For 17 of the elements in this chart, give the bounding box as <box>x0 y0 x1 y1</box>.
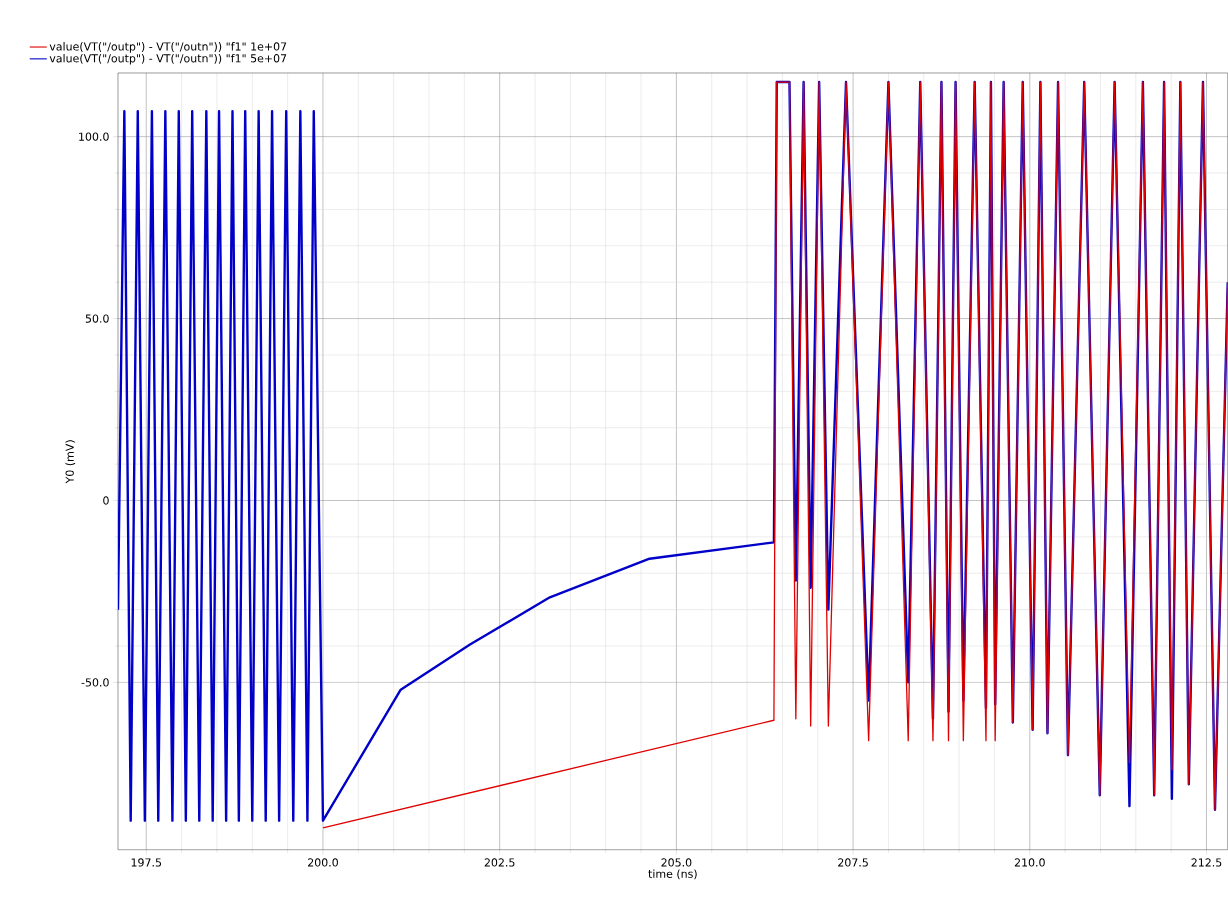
x-tick-label: 202.5 <box>484 858 515 867</box>
y-axis-title: Y0 (mV) <box>65 440 76 484</box>
legend-label: value(VT("/outp") - VT("/outn")) "f1" 1e+07 <box>49 42 287 53</box>
x-tick-label: 200.0 <box>308 858 338 867</box>
line-series <box>322 81 1228 829</box>
y-tick-label: 50.0 <box>85 314 109 323</box>
x-tick-label: 205.0 <box>661 858 692 867</box>
y-tick-label: 0 <box>103 496 109 505</box>
y-tick-label: -50.0 <box>81 678 109 687</box>
legend-label: value(VT("/outp") - VT("/outn")) "f1" 5e+07 <box>49 54 287 65</box>
x-axis-title: time (ns) <box>648 869 697 880</box>
y-tick-label: 100.0 <box>79 132 109 141</box>
x-tick-label: 212.5 <box>1191 858 1222 867</box>
x-tick-label: 197.5 <box>131 858 162 867</box>
x-tick-label: 207.5 <box>838 858 868 867</box>
x-tick-label: 210.0 <box>1014 858 1045 867</box>
line-series <box>117 80 1228 822</box>
